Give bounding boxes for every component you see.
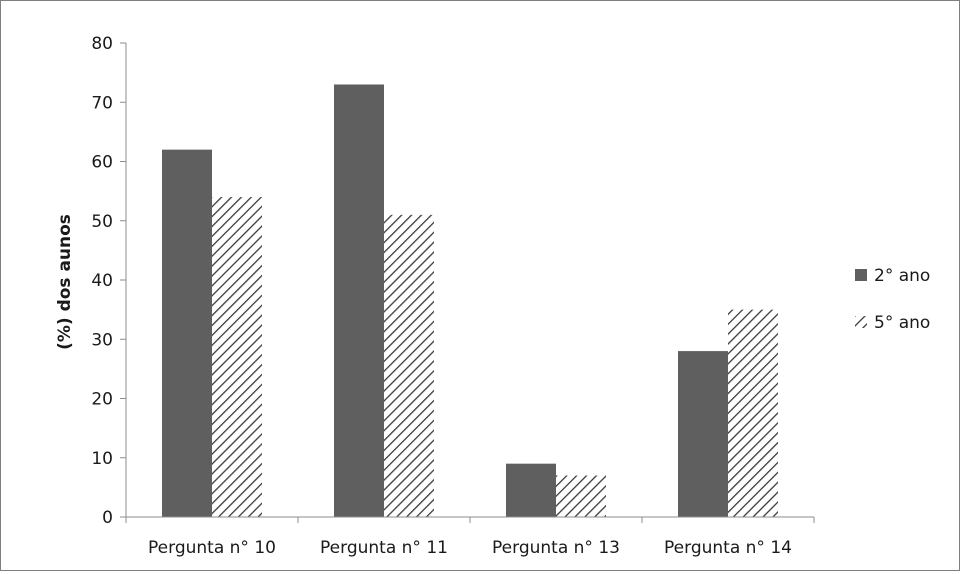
legend-label-series-2: 5° ano [874, 313, 930, 333]
y-axis-title: (%) dos aunos [55, 214, 75, 350]
x-category-label: Pergunta n° 14 [664, 538, 792, 558]
bar-series-2-cat-1 [212, 197, 262, 518]
bar-series-1-cat-4 [678, 351, 728, 517]
y-tick-label: 70 [91, 93, 113, 113]
x-category-label: Pergunta n° 11 [320, 538, 448, 558]
legend-label-series-1: 2° ano [874, 266, 930, 286]
plot-area: 0 10 20 30 40 50 60 70 80 Pergunta n° 10 Pergunta … [91, 34, 930, 558]
legend-swatch-series-2 [855, 316, 867, 328]
y-tick-label: 10 [91, 449, 113, 469]
y-tick-label: 80 [91, 34, 113, 54]
bar-series-2-cat-4 [728, 309, 778, 517]
x-category-label: Pergunta n° 13 [492, 538, 620, 558]
bar-series-2-cat-3 [556, 475, 606, 517]
legend-swatch-series-1 [855, 269, 867, 281]
bar-series-1-cat-2 [334, 84, 384, 517]
y-tick-label: 20 [91, 390, 113, 410]
y-tick-label: 60 [91, 153, 113, 173]
x-category-label: Pergunta n° 10 [148, 538, 276, 558]
y-tick-label: 0 [102, 508, 113, 528]
bar-series-1-cat-3 [506, 463, 556, 517]
bar-series-2-cat-2 [384, 214, 434, 517]
bar-series-1-cat-1 [162, 149, 212, 517]
y-tick-label: 30 [91, 330, 113, 350]
y-tick-label: 40 [91, 271, 113, 291]
y-tick-label: 50 [91, 212, 113, 232]
